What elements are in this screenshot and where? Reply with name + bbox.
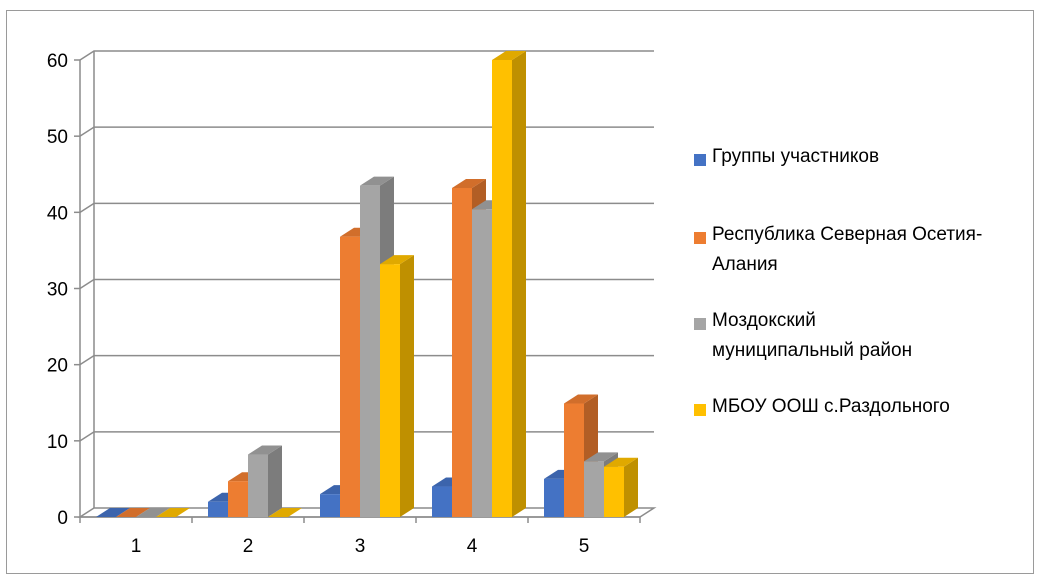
bar-top — [96, 508, 130, 517]
x-tick-label: 3 — [355, 536, 366, 557]
bar-front — [492, 60, 512, 517]
gridline — [79, 126, 654, 137]
y-tick-label: 40 — [47, 203, 68, 224]
bars — [96, 51, 638, 518]
legend-item-2: Республика Северная Осетия-Алания — [694, 224, 992, 280]
legend-label-1: Группы участников — [712, 146, 880, 167]
bar-top — [360, 176, 394, 186]
x-tick-label: 2 — [243, 536, 254, 557]
bar-top — [268, 508, 302, 517]
bar-front — [584, 461, 604, 517]
bar-3-1 — [136, 508, 170, 517]
bar-front — [340, 236, 360, 517]
bar-side — [624, 457, 638, 517]
bar-front — [248, 454, 268, 517]
y-tick-label: 60 — [47, 51, 68, 72]
bar-1-1 — [96, 508, 130, 517]
bar-top — [604, 457, 638, 467]
bar-front — [604, 466, 624, 517]
legend-swatch-2 — [694, 232, 706, 244]
bar-top — [584, 452, 618, 462]
tick-labels: 0 10 20 30 40 50 60 1 2 3 4 5 — [47, 51, 589, 557]
y-tick-label: 20 — [47, 356, 68, 377]
bar-top — [156, 508, 190, 517]
legend-label-4: МБОУ ООШ с.Раздольного — [712, 396, 950, 417]
legend-swatch-3 — [694, 318, 706, 330]
y-tick-label: 50 — [47, 127, 68, 148]
bar-side — [512, 51, 526, 517]
bar-3-2 — [248, 445, 282, 517]
bar-front — [360, 185, 380, 518]
y-tick-label: 10 — [47, 432, 68, 453]
x-tick-label: 5 — [579, 536, 590, 557]
bar-top — [380, 255, 414, 265]
y-tick-label: 30 — [47, 280, 68, 301]
legend-item-4: МБОУ ООШ с.Раздольного — [694, 396, 950, 422]
bar-4-2 — [268, 508, 302, 517]
bar-4-5 — [604, 457, 638, 517]
bar-2-1 — [116, 508, 150, 517]
bar-side — [400, 255, 414, 518]
bar-front — [380, 264, 400, 517]
legend-item-1: Группы участников — [694, 146, 879, 172]
legend-item-3: Моздокский муниципальный район — [694, 310, 942, 366]
bar-top — [116, 508, 150, 517]
bar-top — [564, 394, 598, 404]
bar-top — [492, 51, 526, 60]
gridline — [79, 50, 654, 61]
bar-front — [432, 486, 452, 517]
bar-top — [248, 445, 282, 455]
legend-label-3: Моздокский муниципальный район — [712, 310, 913, 361]
legend-swatch-4 — [694, 404, 706, 416]
bar-front — [564, 403, 584, 517]
bar-4-3 — [380, 255, 414, 518]
bar-front — [228, 481, 248, 517]
bar-4-1 — [156, 508, 190, 517]
bar-front — [472, 209, 492, 517]
y-tick-label: 0 — [57, 508, 68, 529]
legend-label-2: Республика Северная Осетия-Алания — [712, 224, 983, 275]
bar-front — [320, 494, 340, 517]
x-tick-label: 1 — [131, 536, 142, 557]
bar-top — [136, 508, 170, 517]
bar-front — [452, 187, 472, 517]
bar-side — [268, 445, 282, 517]
legend-swatch-1 — [694, 154, 706, 166]
bar-4-4 — [492, 51, 526, 517]
bar-top — [452, 178, 486, 188]
bar-front — [208, 501, 228, 517]
x-tick-label: 4 — [467, 536, 478, 557]
bar-front — [544, 478, 564, 517]
